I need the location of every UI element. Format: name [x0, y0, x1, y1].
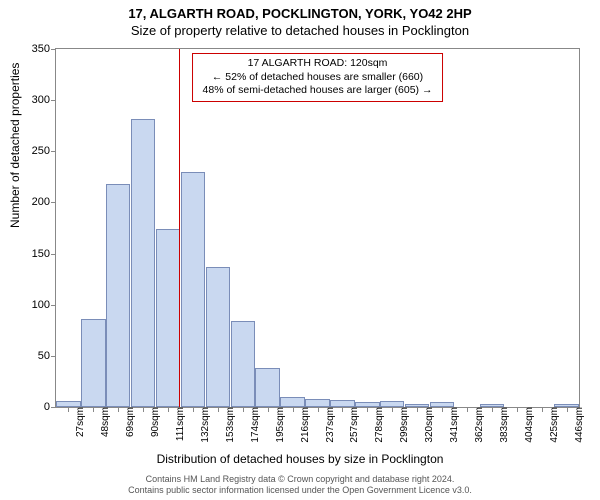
ytick-mark	[51, 49, 56, 50]
footer-line2: Contains public sector information licen…	[0, 485, 600, 496]
xtick-label: 383sqm	[495, 407, 510, 443]
x-axis-label: Distribution of detached houses by size …	[0, 452, 600, 466]
xtick-label: 111sqm	[171, 407, 186, 441]
xtick-mark	[517, 407, 518, 412]
histogram-bar	[330, 400, 354, 407]
xtick-mark	[68, 407, 69, 412]
histogram-bar	[280, 397, 304, 407]
xtick-mark	[168, 407, 169, 412]
xtick-label: 90sqm	[146, 407, 161, 437]
xtick-mark	[293, 407, 294, 412]
histogram-bar	[81, 319, 105, 407]
histogram-bar	[181, 172, 205, 407]
xtick-label: 27sqm	[71, 407, 86, 437]
xtick-label: 404sqm	[520, 407, 535, 443]
xtick-mark	[567, 407, 568, 412]
xtick-label: 237sqm	[321, 407, 336, 443]
histogram-bar	[156, 229, 180, 407]
xtick-mark	[318, 407, 319, 412]
callout-line3: 48% of semi-detached houses are larger (…	[203, 84, 433, 98]
xtick-label: 278sqm	[370, 407, 385, 443]
xtick-label: 195sqm	[271, 407, 286, 443]
ytick-mark	[51, 202, 56, 203]
xtick-label: 69sqm	[121, 407, 136, 437]
marker-line	[179, 49, 180, 407]
page-subtitle: Size of property relative to detached ho…	[0, 21, 600, 38]
histogram-bar	[131, 119, 155, 407]
xtick-label: 48sqm	[96, 407, 111, 437]
xtick-label: 320sqm	[420, 407, 435, 443]
xtick-label: 257sqm	[345, 407, 360, 443]
footer-line1: Contains HM Land Registry data © Crown c…	[0, 474, 600, 485]
callout-line2: ← 52% of detached houses are smaller (66…	[203, 71, 433, 85]
xtick-mark	[367, 407, 368, 412]
xtick-mark	[118, 407, 119, 412]
xtick-mark	[218, 407, 219, 412]
xtick-mark	[542, 407, 543, 412]
xtick-label: 299sqm	[395, 407, 410, 443]
xtick-label: 174sqm	[246, 407, 261, 443]
callout-box: 17 ALGARTH ROAD: 120sqm ← 52% of detache…	[192, 53, 444, 102]
xtick-mark	[268, 407, 269, 412]
ytick-mark	[51, 254, 56, 255]
xtick-mark	[442, 407, 443, 412]
ytick-mark	[51, 305, 56, 306]
ytick-mark	[51, 356, 56, 357]
xtick-label: 425sqm	[545, 407, 560, 443]
xtick-mark	[392, 407, 393, 412]
xtick-mark	[243, 407, 244, 412]
histogram-bar	[305, 399, 329, 407]
footer: Contains HM Land Registry data © Crown c…	[0, 474, 600, 496]
xtick-mark	[467, 407, 468, 412]
callout-line1: 17 ALGARTH ROAD: 120sqm	[203, 57, 433, 71]
xtick-mark	[342, 407, 343, 412]
ytick-mark	[51, 151, 56, 152]
xtick-mark	[143, 407, 144, 412]
ytick-mark	[51, 100, 56, 101]
xtick-label: 341sqm	[445, 407, 460, 443]
xtick-mark	[492, 407, 493, 412]
xtick-label: 153sqm	[221, 407, 236, 443]
histogram-chart: 17 ALGARTH ROAD: 120sqm ← 52% of detache…	[55, 48, 580, 408]
histogram-bar	[206, 267, 230, 407]
xtick-label: 446sqm	[570, 407, 585, 443]
ytick-mark	[51, 407, 56, 408]
page-title: 17, ALGARTH ROAD, POCKLINGTON, YORK, YO4…	[0, 0, 600, 21]
histogram-bar	[231, 321, 255, 407]
xtick-label: 132sqm	[196, 407, 211, 443]
histogram-bar	[255, 368, 279, 407]
xtick-mark	[193, 407, 194, 412]
y-axis-label: Number of detached properties	[8, 63, 22, 228]
xtick-mark	[417, 407, 418, 412]
xtick-label: 362sqm	[470, 407, 485, 443]
xtick-label: 216sqm	[296, 407, 311, 443]
xtick-mark	[93, 407, 94, 412]
histogram-bar	[106, 184, 130, 407]
